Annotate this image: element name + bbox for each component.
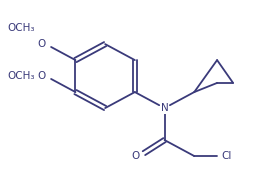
Text: OCH₃: OCH₃	[7, 23, 34, 33]
Text: O: O	[38, 39, 46, 49]
Text: N: N	[161, 103, 168, 113]
Text: Cl: Cl	[222, 151, 232, 161]
Text: O: O	[38, 71, 46, 81]
Text: OCH₃: OCH₃	[7, 71, 34, 81]
Text: O: O	[131, 151, 140, 161]
